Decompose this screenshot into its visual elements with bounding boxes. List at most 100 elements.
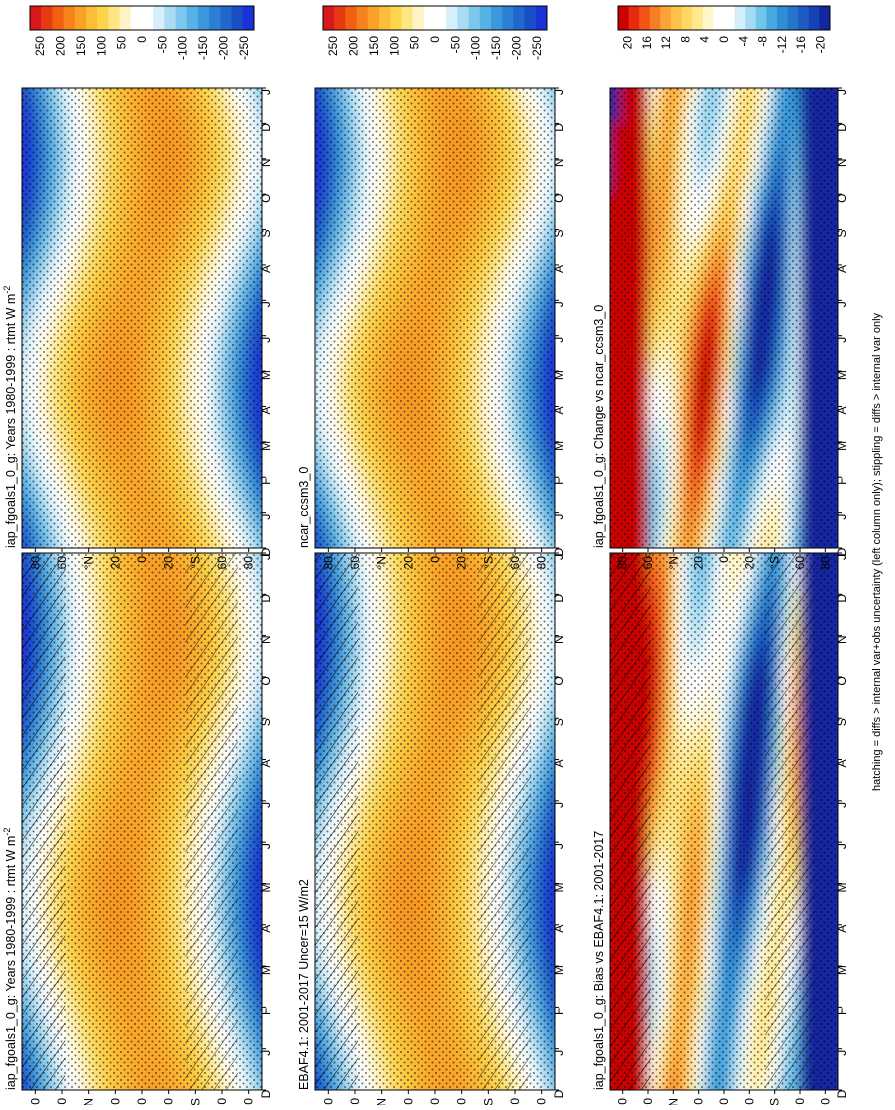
heatmap-cell [555,203,566,216]
month-tick-label: J [552,514,566,520]
heatmap-cell [305,781,316,795]
heatmap-cell [305,192,316,205]
heatmap-cell [262,822,273,836]
heatmap-cell [405,77,416,90]
heatmap-cell [305,862,316,876]
heatmap-cell [555,660,566,674]
heatmap-cell [555,100,566,113]
heatmap-cell [629,1090,640,1104]
heatmap-cell [12,548,23,561]
heatmap-cell [601,674,612,688]
panel-title-superscript: -2 [2,828,12,836]
heatmap-cell [555,862,566,876]
heatmap-cell [262,1063,273,1077]
heatmap-cell [305,553,316,567]
month-tick-label: J [552,89,566,95]
heatmap-cell [142,77,153,90]
heatmap-cell [555,77,566,90]
heatmap-cell [305,701,316,715]
lat-tick-label: 60 [55,1098,69,1105]
heatmap-cell [305,620,316,634]
heatmap-cell [601,553,612,567]
heatmap-cell [305,795,316,809]
heatmap-cell [12,261,23,274]
heatmap-cell [262,1077,273,1091]
heatmap-cell [12,215,23,228]
heatmap-cell [112,77,123,90]
heatmap-cell [305,687,316,701]
heatmap-cell [555,620,566,634]
lat-tick-label: 60 [55,556,69,570]
heatmap-cell [12,701,23,715]
heatmap-cell [82,77,93,90]
heatmap-cell [555,318,566,331]
heatmap-cell [555,491,566,504]
heatmap-cell [555,1077,566,1091]
heatmap-cell [601,714,612,728]
heatmap-cell [555,1063,566,1077]
lat-tick-label: 60 [508,556,522,570]
lat-tick-label: °S [481,556,495,569]
heatmap-cell [12,1090,23,1104]
panel-title-superscript: -2 [2,286,12,294]
hatching-overlay-south [478,553,531,1090]
month-tick-label: O [259,676,273,685]
heatmap-cell [601,620,612,634]
month-tick-label: D [259,547,273,556]
heatmap-cell [315,77,326,90]
heatmap-cell [262,701,273,715]
heatmap-cell [162,77,173,90]
heatmap-cell [12,687,23,701]
month-tick-label: D [259,594,273,603]
heatmap-cell [555,808,566,822]
month-tick-label: J [552,337,566,343]
heatmap-cell [601,607,612,621]
lat-tick-label: 80 [535,556,549,570]
lat-tick-label: °N [375,1098,389,1105]
heatmap-cell [262,307,273,320]
heatmap-cell [555,249,566,262]
heatmap-cell [555,111,566,124]
heatmap-cell [262,580,273,594]
heatmap-cell [12,822,23,836]
month-tick-label: J [259,337,273,343]
month-tick-label: N [259,158,273,167]
lat-tick-label: 0 [428,1098,442,1105]
heatmap-cell [212,77,223,90]
heatmap-cell [262,134,273,147]
heatmap-cell [555,566,566,580]
month-tick-label: J [259,1050,273,1056]
heatmap-cell [305,134,316,147]
month-tick-label: J [552,802,566,808]
heatmap-cell [425,77,436,90]
month-tick-label: A [552,760,566,768]
month-tick-label: D [259,123,273,132]
heatmap-cell [555,983,566,997]
month-tick-label: A [259,265,273,273]
month-tick-label: J [552,843,566,849]
heatmap-cell [305,77,316,90]
heatmap-cell [555,701,566,715]
heatmap-cell [555,580,566,594]
heatmap-cell [262,942,273,956]
month-tick-label: J [259,301,273,307]
heatmap-cell [132,77,143,90]
heatmap-cell [12,728,23,742]
heatmap-cell [202,77,213,90]
heatmap-cell [262,647,273,661]
heatmap-cell [305,808,316,822]
heatmap-cell [305,215,316,228]
heatmap-cell [555,284,566,297]
month-tick-label: S [259,230,273,238]
lat-tick-label: 20 [162,1098,176,1105]
heatmap-cell [262,566,273,580]
heatmap-cell [305,607,316,621]
heatmap-cell [305,226,316,239]
lat-tick-label: °N [82,556,96,569]
heatmap-cell [415,77,426,90]
lat-tick-label: °N [82,1098,96,1105]
heatmap-cell [92,77,103,90]
